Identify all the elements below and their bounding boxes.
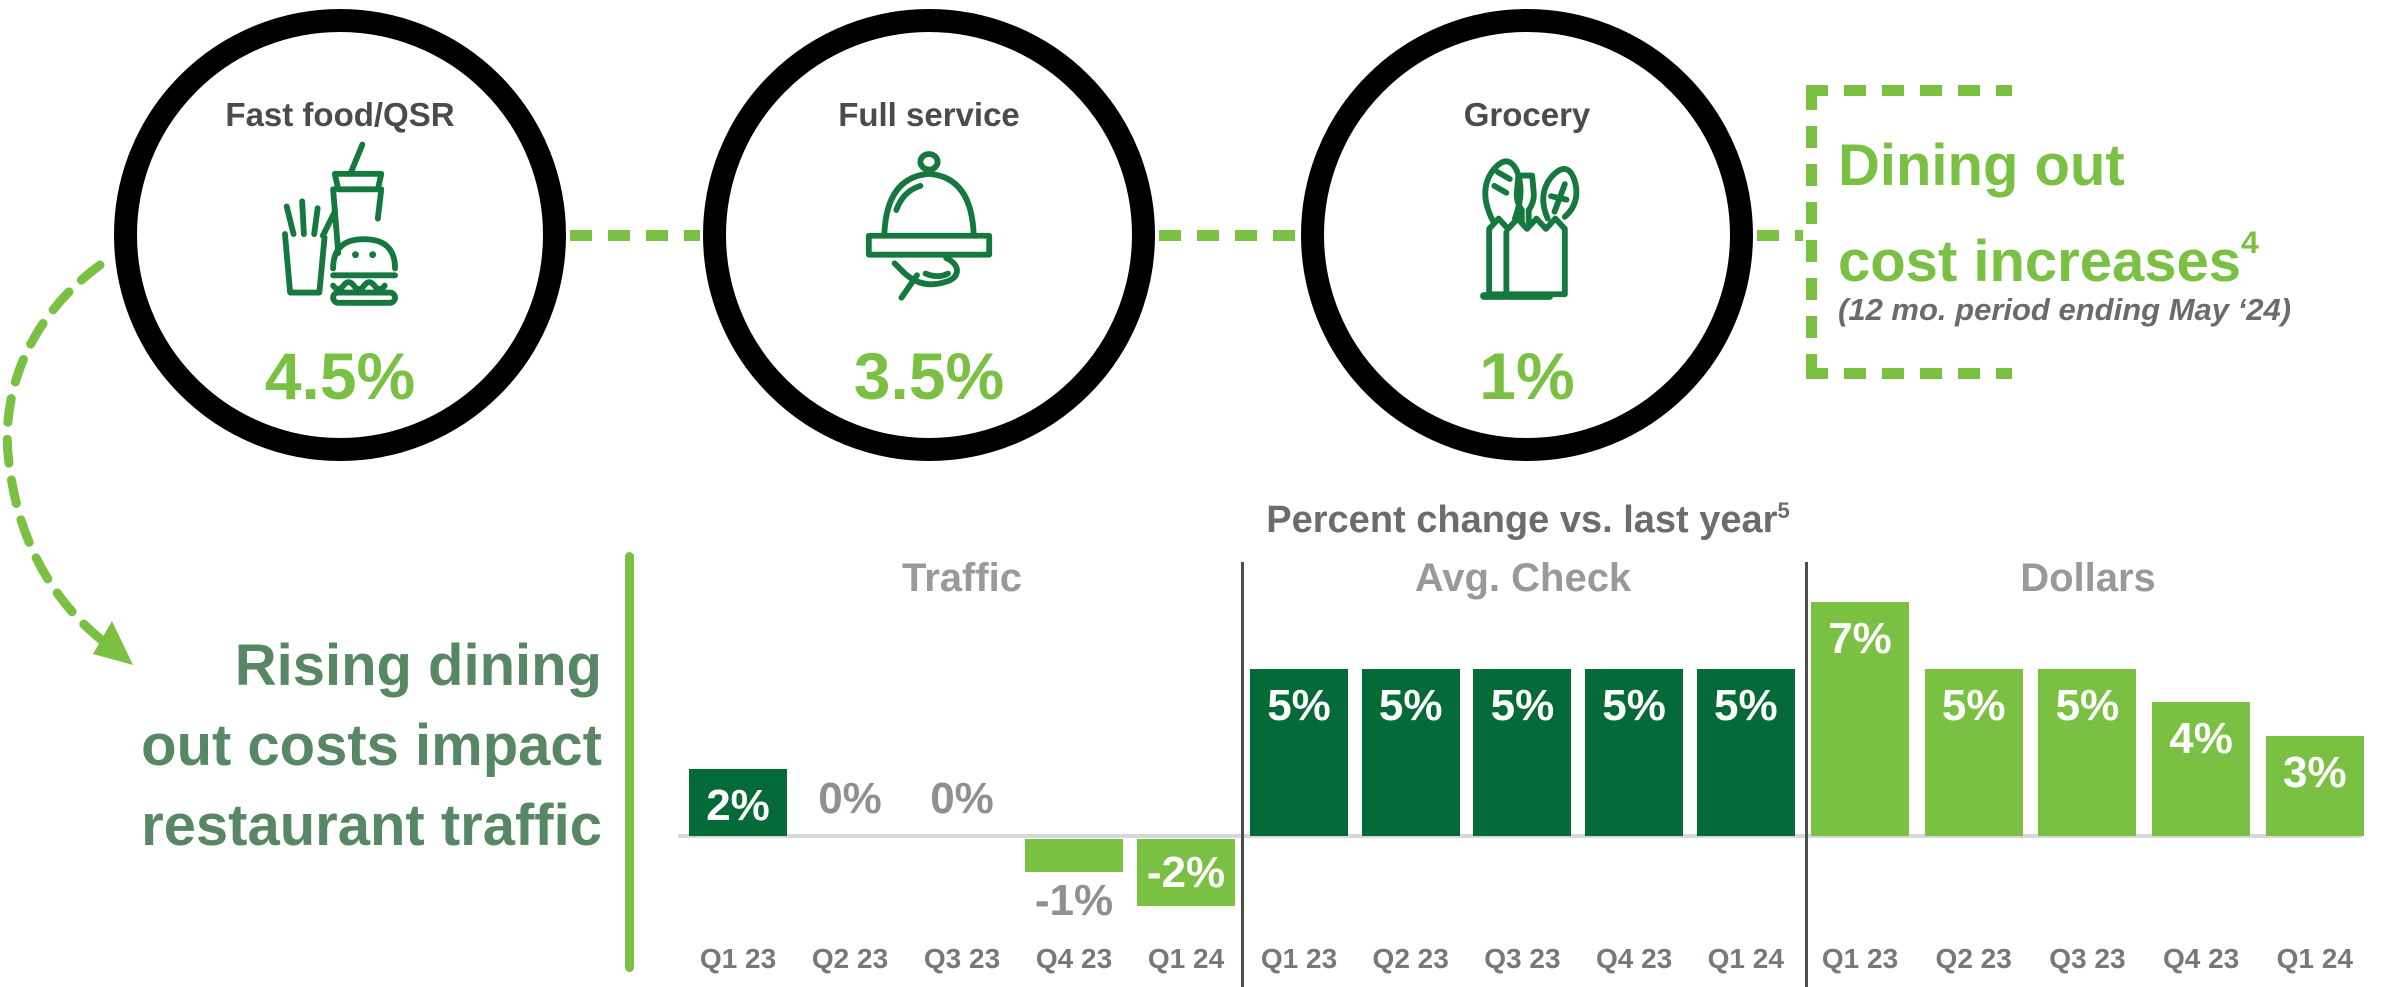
axis-label-avg-check-q2-23: Q2 23 xyxy=(1372,943,1449,974)
axis-label-traffic-q2-23: Q2 23 xyxy=(811,943,889,974)
bar-value-label-dollars-q1-24: 3% xyxy=(2283,748,2347,797)
serving-tray-icon xyxy=(839,136,1019,313)
headline-line1: Rising dining xyxy=(234,633,602,698)
callout-bracket-bottom xyxy=(1806,368,2012,379)
circle-connector-dash xyxy=(1159,230,1297,241)
bar-value-label-traffic-q2-23: 0% xyxy=(818,774,882,823)
axis-label-avg-check-q3-23: Q3 23 xyxy=(1484,943,1561,974)
bar-value-label-traffic-q4-23: -1% xyxy=(1034,876,1114,925)
bar-value-label-avg-check-q2-23: 5% xyxy=(1378,681,1443,730)
bar-dollars-q1-24 xyxy=(2265,736,2364,836)
bar-value-label-dollars-q4-23: 4% xyxy=(2169,714,2233,763)
callout-bracket-top xyxy=(1806,85,2012,96)
axis-label-dollars-q3-23: Q3 23 xyxy=(2049,943,2126,974)
group-title-dollars: Dollars xyxy=(2020,556,2156,600)
callout-title: Dining out cost increases4 xyxy=(1838,128,2259,300)
bar-avg-check-q3-23 xyxy=(1473,669,1572,836)
chart-footnote-marker: 5 xyxy=(1777,498,1790,523)
callout-footnote-marker: 4 xyxy=(2241,224,2259,260)
circle-label: Fast food/QSR xyxy=(225,96,455,133)
headline-line3: restaurant traffic xyxy=(141,793,602,858)
arrowhead-icon xyxy=(93,621,133,665)
cost-circle-full-service: Full service 3.5% xyxy=(703,9,1155,461)
axis-label-dollars-q4-23: Q4 23 xyxy=(2162,943,2240,974)
bar-value-label-avg-check-q3-23: 5% xyxy=(1490,681,1555,730)
headline: Rising dining out costs impact restauran… xyxy=(0,626,602,866)
cost-circle-fast-food: Fast food/QSR 4.5% xyxy=(114,9,566,461)
bar-value-label-traffic-q1-24: -2% xyxy=(1146,848,1226,897)
group-title-traffic: Traffic xyxy=(901,556,1023,600)
axis-label-avg-check-q1-24: Q1 24 xyxy=(1707,943,1784,974)
circle-label: Full service xyxy=(838,96,1020,133)
bar-dollars-q1-23 xyxy=(1811,602,1909,836)
axis-label-traffic-q4-23: Q4 23 xyxy=(1035,943,1113,974)
bar-avg-check-q2-23 xyxy=(1361,669,1460,836)
axis-label-dollars-q2-23: Q2 23 xyxy=(1935,943,2012,974)
axis-label-traffic-q1-23: Q1 23 xyxy=(699,943,777,974)
circle-value: 3.5% xyxy=(853,339,1005,413)
bar-dollars-q3-23 xyxy=(2038,669,2137,836)
axis-label-traffic-q1-24: Q1 24 xyxy=(1147,943,1225,974)
bar-value-label-avg-check-q1-23: 5% xyxy=(1267,681,1331,730)
group-separator xyxy=(1241,562,1244,987)
bar-value-label-avg-check-q1-24: 5% xyxy=(1714,681,1778,730)
callout-note: (12 mo. period ending May ‘24) xyxy=(1838,292,2292,327)
axis-label-avg-check-q1-23: Q1 23 xyxy=(1260,943,1338,974)
group-separator xyxy=(1805,562,1808,987)
chart-baseline xyxy=(678,834,2362,838)
circle-connector-dash xyxy=(570,230,700,241)
fast-food-icon xyxy=(250,136,430,313)
bar-avg-check-q1-23 xyxy=(1250,669,1348,836)
callout-title-line2: cost increases xyxy=(1838,229,2242,294)
axis-label-dollars-q1-23: Q1 23 xyxy=(1821,943,1899,974)
bar-avg-check-q1-24 xyxy=(1696,669,1795,836)
bar-value-label-traffic-q3-23: 0% xyxy=(930,774,994,823)
axis-label-dollars-q1-24: Q1 24 xyxy=(2276,943,2353,974)
chart-left-accent-line xyxy=(625,552,634,972)
bar-dollars-q2-23 xyxy=(1924,669,2023,836)
bar-value-label-dollars-q3-23: 5% xyxy=(2055,681,2120,730)
axis-label-avg-check-q4-23: Q4 23 xyxy=(1595,943,1673,974)
group-title-avg-check: Avg. Check xyxy=(1414,556,1632,600)
circle-label: Grocery xyxy=(1463,96,1591,133)
circle-value: 1% xyxy=(1479,339,1575,413)
circle-value: 4.5% xyxy=(264,339,416,413)
bar-value-label-dollars-q1-23: 7% xyxy=(1828,614,1892,663)
dashed-curve-arrow xyxy=(2,260,133,665)
bar-traffic-q4-23 xyxy=(1025,839,1123,872)
axis-label-traffic-q3-23: Q3 23 xyxy=(923,943,1001,974)
bar-traffic-q1-23 xyxy=(689,769,787,836)
bar-dollars-q4-23 xyxy=(2152,702,2251,836)
bar-avg-check-q4-23 xyxy=(1585,669,1684,836)
bar-value-label-traffic-q1-23: 2% xyxy=(706,781,770,830)
callout-title-line1: Dining out xyxy=(1838,133,2125,198)
bar-traffic-q1-24 xyxy=(1137,839,1235,906)
bar-value-label-avg-check-q4-23: 5% xyxy=(1602,681,1666,730)
chart-title-text: Percent change vs. last year xyxy=(1266,499,1778,541)
bar-value-label-dollars-q2-23: 5% xyxy=(1941,681,2006,730)
chart-title: Percent change vs. last year5 xyxy=(1178,498,1878,542)
circle-connector-dash xyxy=(1757,230,1803,241)
cost-circle-grocery: Grocery 1% xyxy=(1301,9,1753,461)
callout-bracket-vertical xyxy=(1806,88,1817,380)
grocery-bag-icon xyxy=(1437,136,1617,313)
headline-line2: out costs impact xyxy=(141,713,602,778)
